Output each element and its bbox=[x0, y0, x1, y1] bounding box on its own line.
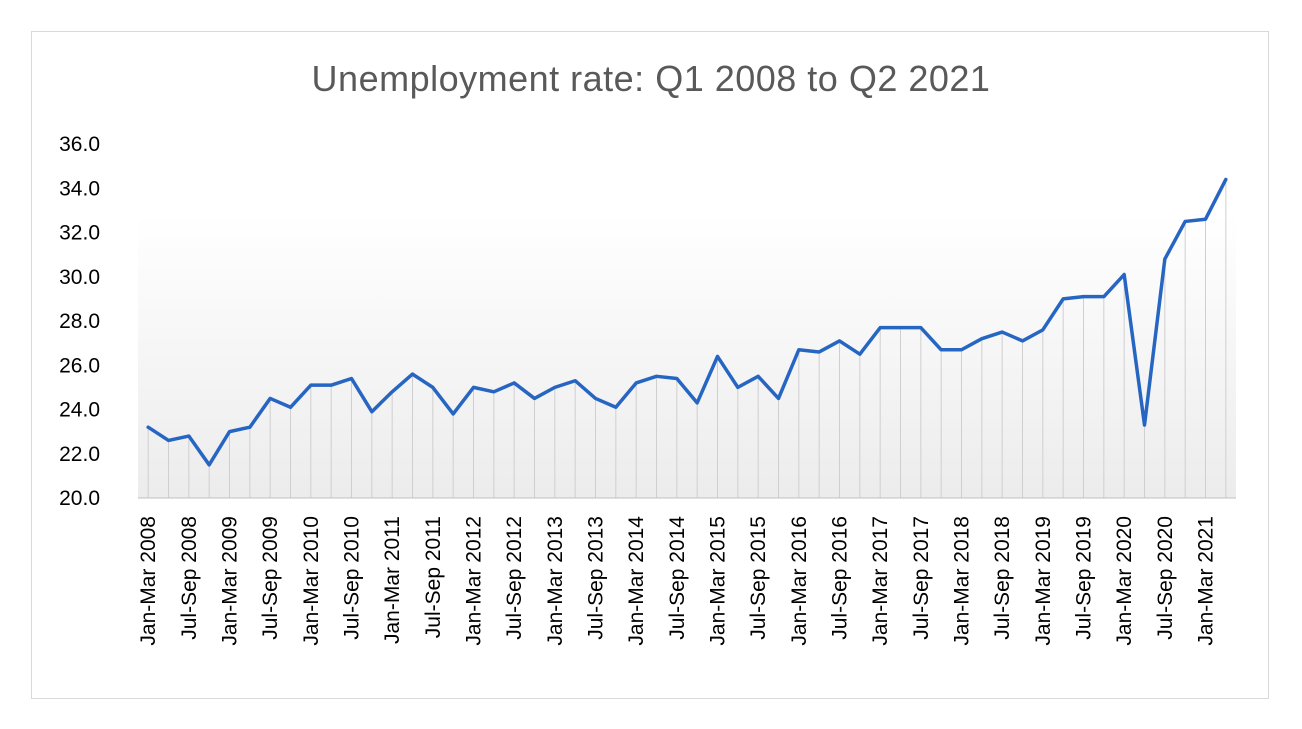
y-tick-label: 28.0 bbox=[59, 310, 100, 333]
series-line bbox=[146, 177, 1228, 467]
x-tick-label: Jan-Mar 2013 bbox=[544, 516, 567, 646]
x-tick-label: Jan-Mar 2008 bbox=[137, 516, 160, 646]
y-tick-label: 34.0 bbox=[59, 177, 100, 200]
y-tick-label: 30.0 bbox=[59, 266, 100, 289]
x-tick-label: Jan-Mar 2017 bbox=[869, 516, 892, 646]
y-tick-label: 26.0 bbox=[59, 354, 100, 377]
x-tick-label: Jul-Sep 2017 bbox=[910, 516, 933, 640]
x-tick-label: Jul-Sep 2016 bbox=[829, 516, 852, 640]
x-tick-label: Jul-Sep 2019 bbox=[1073, 516, 1096, 640]
x-tick-label: Jan-Mar 2019 bbox=[1032, 516, 1055, 646]
x-tick-label: Jul-Sep 2012 bbox=[503, 516, 526, 640]
x-tick-label: Jan-Mar 2012 bbox=[463, 516, 486, 646]
y-tick-label: 32.0 bbox=[59, 222, 100, 245]
x-tick-label: Jan-Mar 2021 bbox=[1195, 516, 1218, 646]
x-tick-label: Jul-Sep 2020 bbox=[1154, 516, 1177, 640]
chart-title: Unemployment rate: Q1 2008 to Q2 2021 bbox=[311, 58, 991, 99]
x-tick-label: Jul-Sep 2013 bbox=[585, 516, 608, 640]
x-tick-label: Jan-Mar 2016 bbox=[788, 516, 811, 646]
y-tick-label: 24.0 bbox=[59, 399, 100, 422]
plot-background bbox=[138, 214, 1236, 498]
x-tick-label: Jul-Sep 2014 bbox=[666, 516, 689, 640]
x-tick-label: Jan-Mar 2010 bbox=[300, 516, 323, 646]
x-tick-label: Jul-Sep 2018 bbox=[991, 516, 1014, 640]
y-tick-label: 36.0 bbox=[59, 133, 100, 156]
x-tick-label: Jan-Mar 2020 bbox=[1113, 516, 1136, 646]
x-tick-label: Jan-Mar 2009 bbox=[219, 516, 242, 646]
x-tick-label: Jul-Sep 2010 bbox=[341, 516, 364, 640]
x-tick-label: Jan-Mar 2015 bbox=[707, 516, 730, 646]
x-tick-label: Jan-Mar 2018 bbox=[951, 516, 974, 646]
x-tick-label: Jan-Mar 2014 bbox=[625, 516, 648, 646]
x-tick-label: Jan-Mar 2011 bbox=[381, 516, 404, 644]
y-tick-label: 22.0 bbox=[59, 443, 100, 466]
x-tick-label: Jul-Sep 2008 bbox=[178, 516, 201, 640]
x-tick-label: Jul-Sep 2015 bbox=[747, 516, 770, 640]
y-tick-label: 20.0 bbox=[59, 487, 100, 510]
x-tick-label: Jul-Sep 2011 bbox=[422, 516, 445, 638]
x-tick-label: Jul-Sep 2009 bbox=[259, 516, 282, 640]
